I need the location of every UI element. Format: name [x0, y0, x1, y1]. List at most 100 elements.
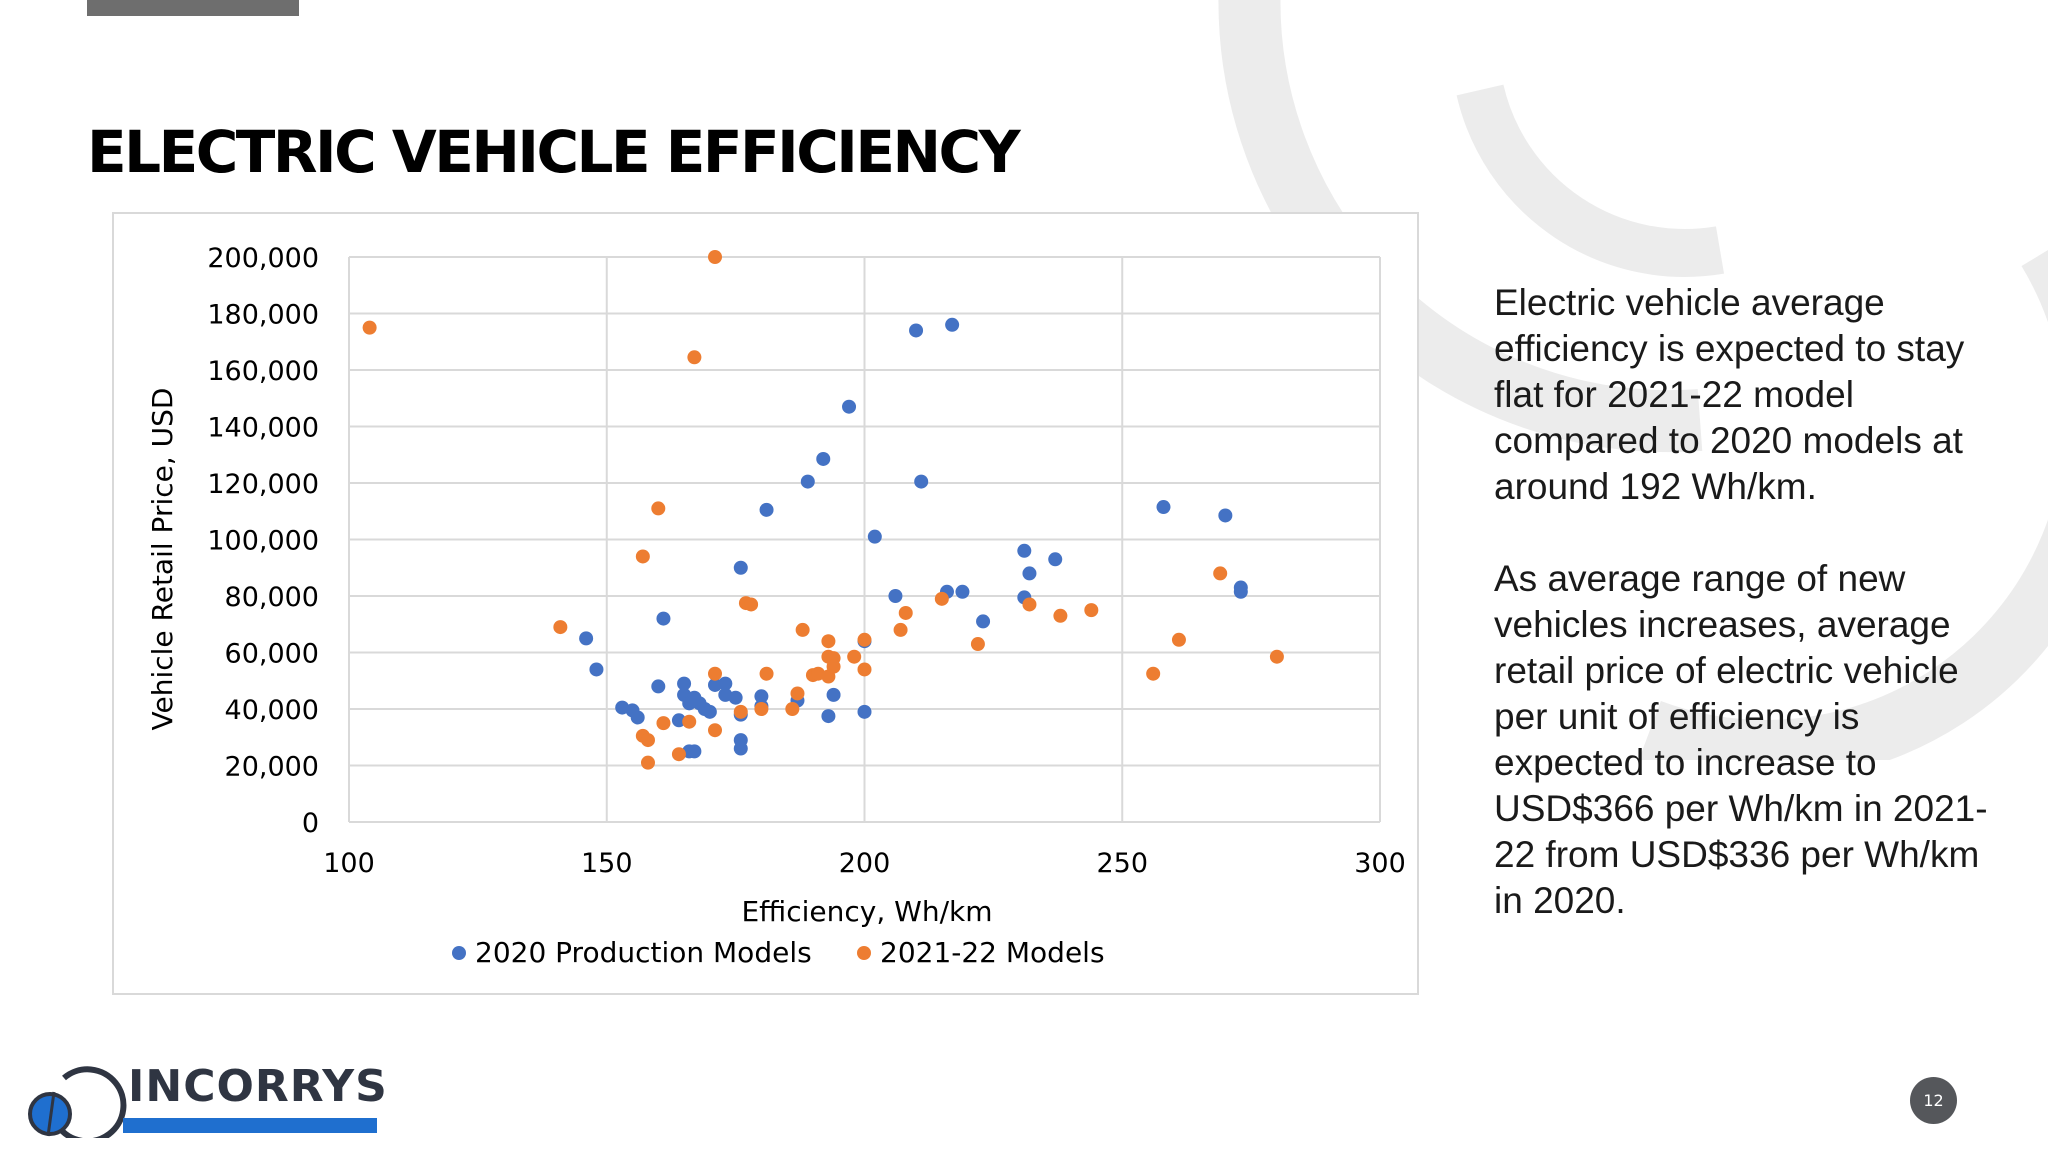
point-2021-22-model — [687, 350, 702, 365]
point-2020-model — [630, 710, 645, 725]
point-2021-22-model — [708, 723, 723, 738]
point-2020-model — [1156, 500, 1171, 515]
point-2020-model — [945, 317, 960, 332]
point-2021-22-model — [708, 250, 723, 264]
logo-underline-bar — [123, 1118, 377, 1133]
point-2021-22-model — [754, 702, 769, 716]
grid-lines — [348, 256, 1381, 823]
y-tick-label: 180,000 — [207, 300, 319, 331]
point-2021-22-model — [656, 716, 671, 731]
point-2021-22-model — [785, 702, 800, 716]
point-2020-model — [687, 744, 702, 759]
point-2021-22-model — [934, 591, 949, 606]
y-tick-label: 200,000 — [207, 243, 319, 274]
x-tick-label: 250 — [1096, 848, 1148, 879]
point-2021-22-model — [759, 666, 774, 681]
point-2020-model — [656, 611, 671, 626]
legend-label-2020: 2020 Production Models — [475, 936, 812, 969]
point-2021-22-model — [1269, 649, 1284, 664]
point-2020-model — [857, 704, 872, 719]
point-2020-model — [651, 679, 666, 694]
incorrys-logo-icon — [28, 1066, 127, 1138]
x-tick-label: 100 — [323, 848, 375, 879]
point-2021-22-model — [635, 549, 650, 564]
point-2021-22-model — [1213, 566, 1228, 581]
point-2021-22-model — [1022, 597, 1037, 612]
point-2020-model — [733, 560, 748, 575]
point-2020-model — [909, 323, 924, 338]
point-2020-model — [1048, 552, 1063, 567]
point-2021-22-model — [362, 320, 377, 335]
point-2021-22-model — [970, 637, 985, 652]
point-2020-model — [759, 502, 774, 517]
point-2020-model — [867, 529, 882, 544]
point-2021-22-model — [1084, 603, 1099, 618]
point-2020-model — [826, 687, 841, 702]
y-tick-label: 60,000 — [225, 639, 319, 670]
y-tick-label: 140,000 — [207, 413, 319, 444]
point-2020-model — [914, 474, 929, 489]
point-2021-22-model — [1171, 632, 1186, 647]
point-2021-22-model — [821, 634, 836, 649]
point-2020-model — [800, 474, 815, 489]
point-2021-22-model — [857, 632, 872, 647]
point-2020-model — [1233, 584, 1248, 599]
point-2021-22-model — [682, 714, 697, 729]
y-tick-label: 40,000 — [225, 695, 319, 726]
y-tick-label: 20,000 — [225, 752, 319, 783]
point-2021-22-model — [795, 622, 810, 637]
point-2020-model — [708, 677, 723, 692]
point-2020-model — [842, 399, 857, 414]
y-tick-label: 80,000 — [225, 582, 319, 613]
y-tick-label: 0 — [302, 808, 319, 839]
point-2020-model — [728, 690, 743, 705]
scatter-chart: 0 20,000 40,000 60,000 80,000 100,000 120,000 1… — [146, 243, 1406, 969]
point-2021-22-model — [898, 605, 913, 620]
point-2021-22-model — [651, 501, 666, 516]
axis-tick-labels: 0 20,000 40,000 60,000 80,000 100,000 120,000 1… — [207, 243, 1405, 879]
x-tick-label: 300 — [1354, 848, 1406, 879]
point-2020-model — [671, 713, 686, 728]
x-tick-label: 200 — [839, 848, 891, 879]
point-2021-22-model — [733, 704, 748, 719]
y-tick-label: 160,000 — [207, 356, 319, 387]
x-tick-label: 150 — [581, 848, 633, 879]
x-axis-label: Efficiency, Wh/km — [741, 895, 992, 928]
point-2020-model — [1022, 566, 1037, 581]
point-2020-model — [816, 451, 831, 466]
point-2020-model — [955, 584, 970, 599]
point-2020-model — [589, 662, 604, 677]
point-2021-22-model — [640, 755, 655, 770]
point-2020-model — [821, 709, 836, 724]
top-accent-bar — [87, 0, 299, 16]
point-2020-model — [888, 589, 903, 603]
legend-marker-2021-22 — [857, 946, 871, 960]
side-paragraph-price: As average range of new vehicles increas… — [1494, 558, 1988, 921]
legend-marker-2020 — [452, 946, 466, 960]
point-2020-model — [976, 614, 991, 629]
y-tick-label: 120,000 — [207, 469, 319, 500]
slide-title: ELECTRIC VEHICLE EFFICIENCY — [87, 118, 1021, 186]
point-2020-model — [677, 676, 692, 691]
point-2020-model — [754, 689, 769, 704]
chart-frame: 0 20,000 40,000 60,000 80,000 100,000 120,000 1… — [112, 212, 1419, 995]
point-2021-22-model — [893, 622, 908, 637]
point-2021-22-model — [847, 649, 862, 664]
point-2020-model — [1017, 543, 1032, 558]
chart-legend: 2020 Production Models 2021-22 Models — [452, 936, 1105, 969]
point-2021-22-model — [826, 659, 841, 674]
point-2021-22-model — [671, 747, 686, 762]
point-2021-22-model — [553, 620, 568, 635]
point-2020-model — [702, 704, 717, 719]
y-tick-label: 100,000 — [207, 526, 319, 557]
point-2021-22-model — [857, 662, 872, 677]
point-2021-22-model — [708, 666, 723, 681]
page-number-badge: 12 — [1910, 1077, 1957, 1124]
point-2021-22-model — [1053, 608, 1068, 623]
legend-label-2021-22: 2021-22 Models — [880, 936, 1105, 969]
data-points — [362, 250, 1284, 770]
logo-wordmark: INCORRYS — [128, 1061, 388, 1112]
point-2021-22-model — [1146, 666, 1161, 681]
point-2020-model — [733, 741, 748, 756]
